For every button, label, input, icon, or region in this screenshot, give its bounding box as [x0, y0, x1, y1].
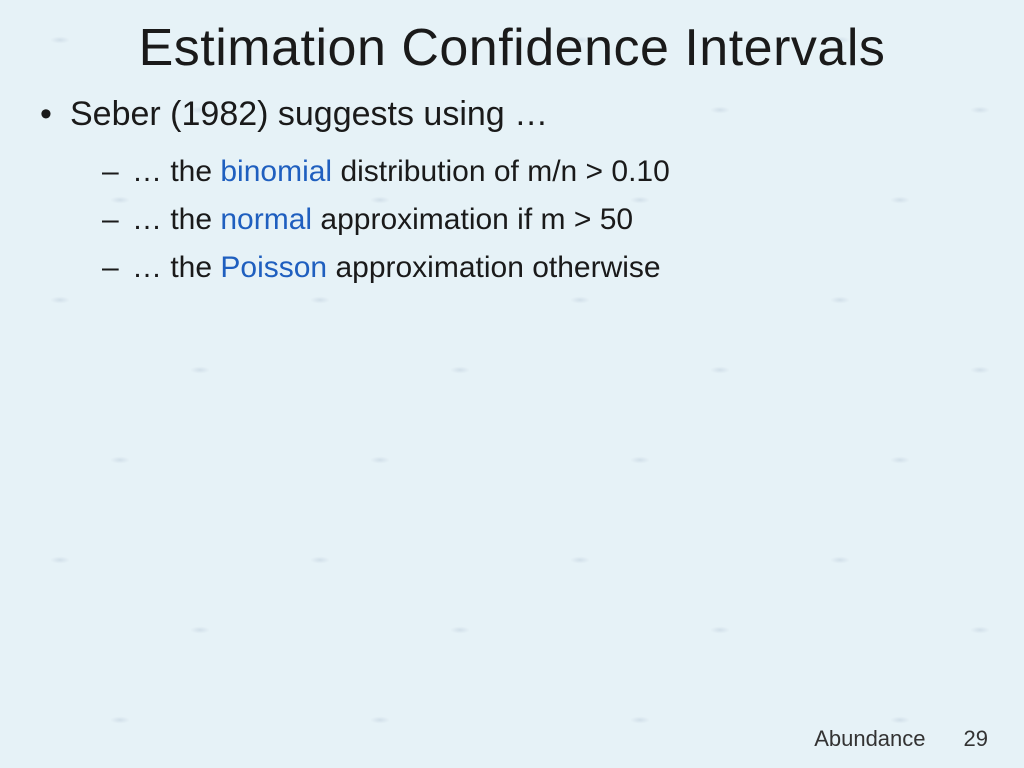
sub-post: approximation otherwise	[327, 251, 661, 284]
bullet-main-text: Seber (1982) suggests using …	[70, 95, 548, 133]
footer-label: Abundance	[814, 726, 925, 751]
sub-bullet: … the normal approximation if m > 50	[126, 196, 994, 244]
sub-pre: … the	[132, 203, 220, 236]
slide-body: Seber (1982) suggests using … … the bino…	[0, 78, 1024, 292]
sub-bullet: … the binomial distribution of m/n > 0.1…	[126, 148, 994, 196]
sub-post: approximation if m > 50	[312, 203, 633, 236]
footer-page-number: 29	[964, 726, 988, 751]
sub-highlight: Poisson	[220, 251, 327, 284]
sub-pre: … the	[132, 251, 220, 284]
sub-highlight: binomial	[220, 155, 332, 188]
sub-pre: … the	[132, 155, 220, 188]
slide-title: Estimation Confidence Intervals	[0, 0, 1024, 78]
slide-footer: Abundance 29	[814, 726, 988, 752]
sub-post: distribution of m/n > 0.10	[332, 155, 670, 188]
bullet-main: Seber (1982) suggests using … … the bino…	[64, 92, 994, 292]
sub-bullet: … the Poisson approximation otherwise	[126, 244, 994, 292]
sub-highlight: normal	[220, 203, 312, 236]
